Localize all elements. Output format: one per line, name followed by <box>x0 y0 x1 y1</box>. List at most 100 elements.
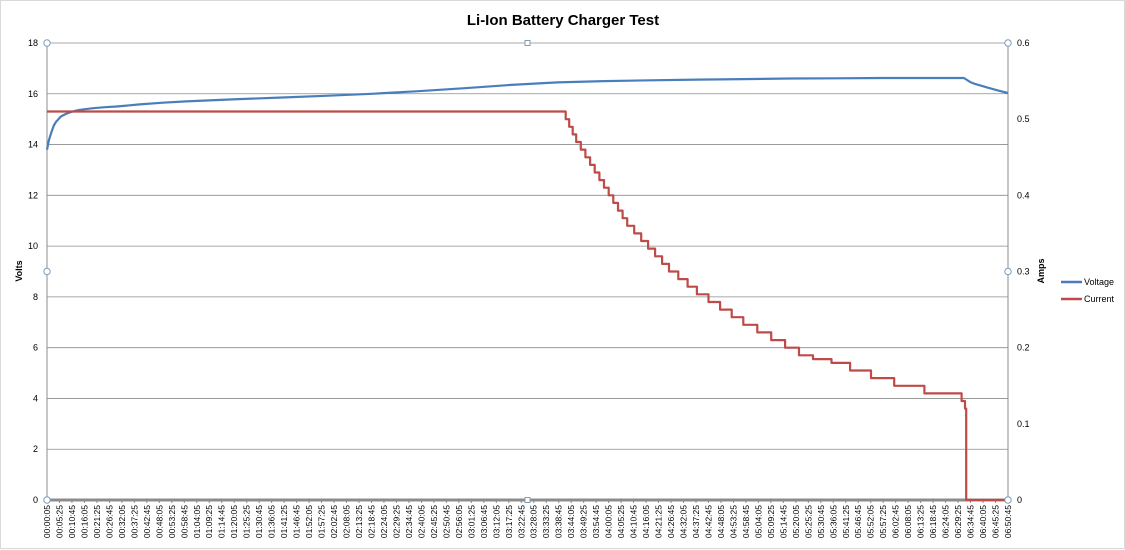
x-tick-label-61: 05:25:25 <box>803 505 813 538</box>
x-tick-label-39: 03:28:05 <box>529 505 539 538</box>
y-tick-label-6: 12 <box>28 190 38 200</box>
chart-title: Li-Ion Battery Charger Test <box>467 12 659 29</box>
x-tick-label-48: 04:16:05 <box>641 505 651 538</box>
x-tick-label-74: 06:34:45 <box>966 505 976 538</box>
y2-tick-label-3: 0.3 <box>1017 267 1030 277</box>
selection-handles[interactable] <box>43 39 1012 504</box>
x-tick-label-58: 05:09:25 <box>766 505 776 538</box>
x-tick-label-3: 00:16:05 <box>79 505 89 538</box>
x-tick-label-19: 01:41:25 <box>279 505 289 538</box>
x-tick-label-71: 06:18:45 <box>928 505 938 538</box>
resize-handle-corner-3[interactable] <box>1004 267 1012 276</box>
y-tick-label-5: 10 <box>28 241 38 251</box>
y-tick-label-2: 4 <box>33 393 38 403</box>
x-tick-label-18: 01:36:05 <box>267 505 277 538</box>
x-tick-label-28: 02:29:25 <box>391 505 401 538</box>
x-tick-label-76: 06:45:25 <box>991 505 1001 538</box>
x-tick-label-72: 06:24:05 <box>941 505 951 538</box>
x-tick-label-51: 04:32:05 <box>679 505 689 538</box>
x-tick-label-62: 05:30:45 <box>816 505 826 538</box>
x-tick-label-26: 02:18:45 <box>366 505 376 538</box>
x-tick-label-54: 04:48:05 <box>716 505 726 538</box>
x-tick-label-21: 01:52:05 <box>304 505 314 538</box>
x-tick-label-12: 01:04:05 <box>192 505 202 538</box>
y2-tick-label-4: 0.4 <box>1017 190 1030 200</box>
x-tick-label-46: 04:05:25 <box>616 505 626 538</box>
x-tick-label-55: 04:53:25 <box>728 505 738 538</box>
y-axis-ticks: 0 2 4 6 8 10 12 14 16 18 <box>28 38 38 505</box>
x-tick-label-49: 04:21:25 <box>654 505 664 538</box>
series-line-voltage <box>45 76 1009 150</box>
y2-axis-ticks: 0 0.1 0.2 0.3 0.4 0.5 0.6 <box>1017 38 1030 505</box>
x-tick-label-4: 00:21:25 <box>92 505 102 538</box>
y-tick-label-3: 6 <box>33 343 38 353</box>
series-lines <box>45 76 1009 502</box>
x-tick-label-23: 02:02:45 <box>329 505 339 538</box>
y-tick-label-0: 0 <box>33 495 38 505</box>
x-tick-label-65: 05:46:45 <box>853 505 863 538</box>
y2-tick-label-2: 0.2 <box>1017 343 1030 353</box>
resize-handle-corner-4[interactable] <box>43 496 51 504</box>
x-tick-label-6: 00:32:05 <box>117 505 127 538</box>
x-tick-label-60: 05:20:05 <box>791 505 801 538</box>
x-tick-label-31: 02:45:25 <box>429 505 439 538</box>
x-tick-label-15: 01:20:05 <box>229 505 239 538</box>
x-tick-label-20: 01:46:45 <box>292 505 302 538</box>
x-tick-label-69: 06:08:05 <box>903 505 913 538</box>
x-tick-label-75: 06:40:05 <box>978 505 988 538</box>
x-tick-label-42: 03:44:05 <box>566 505 576 538</box>
x-tick-label-10: 00:53:25 <box>167 505 177 538</box>
resize-handle-corner-0[interactable] <box>43 39 51 47</box>
x-tick-label-43: 03:49:25 <box>579 505 589 538</box>
x-tick-label-16: 01:25:25 <box>242 505 252 538</box>
x-tick-label-30: 02:40:05 <box>416 505 426 538</box>
legend-label-current: Current <box>1084 294 1115 304</box>
x-tick-label-56: 04:58:45 <box>741 505 751 538</box>
resize-handle-corner-2[interactable] <box>43 267 51 276</box>
x-tick-label-67: 05:57:25 <box>878 505 888 538</box>
x-tick-label-64: 05:41:25 <box>841 505 851 538</box>
x-tick-label-29: 02:34:45 <box>404 505 414 538</box>
x-tick-label-66: 05:52:05 <box>866 505 876 538</box>
y-axis-title: Volts <box>14 260 24 281</box>
x-tick-label-38: 03:22:45 <box>516 505 526 538</box>
x-axis-ticks: 00:00:05 00:05:25 00:10:45 00:16:05 00:21:25… <box>42 500 1013 538</box>
y2-tick-label-1: 0.1 <box>1017 419 1030 429</box>
y2-tick-label-6: 0.6 <box>1017 38 1030 48</box>
x-tick-label-2: 00:10:45 <box>67 505 77 538</box>
x-tick-label-14: 01:14:45 <box>217 505 227 538</box>
resize-handle-corner-5[interactable] <box>1004 496 1012 504</box>
y-tick-label-4: 8 <box>33 292 38 302</box>
legend-label-voltage: Voltage <box>1084 277 1114 287</box>
x-tick-label-40: 03:33:25 <box>541 505 551 538</box>
x-tick-label-33: 02:56:05 <box>454 505 464 538</box>
y-tick-label-1: 2 <box>33 444 38 454</box>
resize-handle-corner-1[interactable] <box>1004 39 1012 47</box>
x-tick-label-5: 00:26:45 <box>104 505 114 538</box>
x-tick-label-44: 03:54:45 <box>591 505 601 538</box>
legend: Voltage Current <box>1061 277 1115 304</box>
y2-axis-title: Amps <box>1036 258 1046 283</box>
x-tick-label-24: 02:08:05 <box>342 505 352 538</box>
x-tick-label-22: 01:57:25 <box>317 505 327 538</box>
resize-handle-side-0[interactable] <box>524 40 531 46</box>
series-line-current <box>47 110 1008 502</box>
y-tick-label-8: 16 <box>28 89 38 99</box>
x-tick-label-7: 00:37:25 <box>129 505 139 538</box>
x-tick-label-47: 04:10:45 <box>629 505 639 538</box>
x-tick-label-63: 05:36:05 <box>828 505 838 538</box>
x-tick-label-32: 02:50:45 <box>441 505 451 538</box>
x-tick-label-57: 05:04:05 <box>753 505 763 538</box>
x-tick-label-9: 00:48:05 <box>154 505 164 538</box>
x-tick-label-35: 03:06:45 <box>479 505 489 538</box>
resize-handle-side-1[interactable] <box>524 497 531 503</box>
x-tick-label-53: 04:42:45 <box>703 505 713 538</box>
x-tick-label-13: 01:09:25 <box>204 505 214 538</box>
y-tick-label-7: 14 <box>28 140 38 150</box>
y-tick-label-9: 18 <box>28 38 38 48</box>
x-tick-label-25: 02:13:25 <box>354 505 364 538</box>
x-tick-label-52: 04:37:25 <box>691 505 701 538</box>
x-tick-label-45: 04:00:05 <box>604 505 614 538</box>
